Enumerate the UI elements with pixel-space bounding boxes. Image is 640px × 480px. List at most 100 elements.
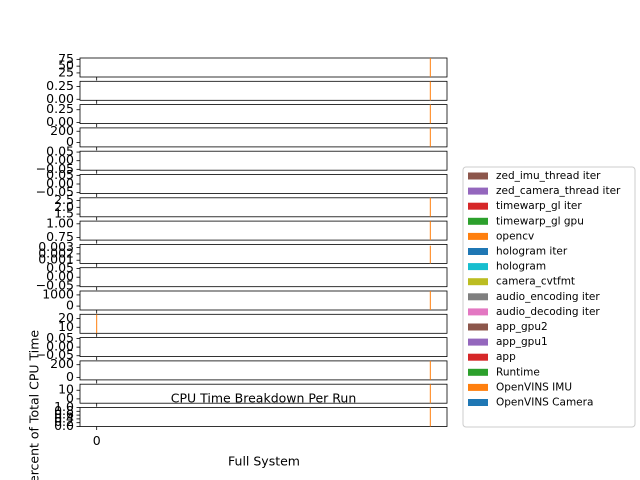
bar: [96, 314, 98, 334]
legend-label: app: [496, 351, 516, 363]
subplot: 0.00.20.40.60.81.0 0: [54, 399, 448, 448]
y-tick-label: 0.8: [54, 403, 74, 418]
bar: [429, 58, 431, 77]
y-tick-label: 0.0: [54, 418, 74, 433]
x-tick-label: 0: [93, 433, 101, 448]
chart-title: CPU Time Breakdown Per Run: [171, 391, 357, 406]
legend-label: Runtime: [496, 366, 540, 378]
y-tick-label: −0.05: [36, 184, 74, 199]
legend-label: OpenVINS IMU: [496, 381, 572, 393]
x-axis-label: Full System: [228, 454, 300, 469]
bar: [429, 127, 431, 147]
y-tick-label: 1.00: [46, 215, 74, 230]
y-tick-label: 0.05: [46, 260, 74, 275]
y-tick-label: 10: [58, 319, 74, 334]
y-tick-label: 20: [58, 310, 74, 325]
y-tick-label: 0.25: [46, 78, 74, 93]
axes-frame: [79, 360, 448, 381]
legend-label: timewarp_gl gpu: [496, 215, 584, 227]
y-tick-label: 10: [58, 382, 74, 397]
axes-frame: [79, 290, 448, 311]
y-tick-label: 25: [58, 64, 74, 79]
y-tick-label: 0: [66, 298, 74, 313]
y-tick-label: −0.05: [36, 277, 74, 292]
y-tick-label: 0.003: [38, 239, 74, 254]
subplot: −0.050.000.05: [36, 167, 448, 199]
bar: [429, 360, 431, 380]
axes-frame: [79, 407, 448, 427]
legend-swatch: [468, 383, 488, 391]
subplot: −0.050.000.05: [36, 260, 448, 292]
y-tick-label: 0.00: [46, 91, 74, 106]
y-tick-label: −0.05: [36, 161, 74, 176]
y-tick-label: 0.4: [54, 410, 74, 425]
axes-frame: [79, 174, 448, 194]
legend-swatch: [468, 308, 488, 316]
axes-frame: [79, 80, 448, 101]
legend-label: hologram iter: [496, 246, 568, 258]
axes-frame: [79, 313, 448, 334]
legend-label: OpenVINS Camera: [496, 397, 593, 409]
axes-frame: [79, 150, 448, 171]
legend-label: audio_decoding iter: [496, 306, 600, 318]
legend-swatch: [468, 202, 488, 210]
y-tick-label: 0.00: [46, 152, 74, 167]
bar: [429, 384, 431, 404]
legend-label: audio_encoding iter: [496, 291, 600, 303]
bar: [429, 291, 431, 310]
y-tick-label: 0.002: [38, 245, 74, 260]
y-tick-label: −0.05: [36, 347, 74, 362]
legend-label: zed_imu_thread iter: [496, 170, 601, 182]
legend-swatch: [468, 263, 488, 271]
y-tick-label: 0: [66, 369, 74, 384]
y-tick-label: 2.0: [54, 199, 74, 214]
subplot: 1.52.02.5: [54, 192, 448, 221]
y-tick-label: 0.2: [54, 414, 74, 429]
axes-frame: [79, 220, 448, 241]
legend-box: [462, 166, 636, 428]
axes-frame: [79, 104, 448, 124]
legend-swatch: [468, 293, 488, 301]
bar: [429, 221, 431, 241]
y-tick-label: 0: [66, 134, 74, 149]
legend-swatch: [468, 338, 488, 346]
subplot: −0.050.000.05: [36, 330, 448, 362]
legend-swatch: [468, 187, 488, 195]
legend-label: camera_cvtfmt: [496, 276, 575, 288]
axes-frame: [79, 267, 448, 288]
y-tick-label: 1.0: [54, 399, 74, 414]
axes-frame: [79, 337, 448, 358]
bar: [429, 81, 431, 101]
y-tick-label: 75: [58, 51, 74, 66]
y-tick-label: 0.00: [46, 269, 74, 284]
y-tick-label: 1000: [42, 286, 74, 301]
y-tick-label: 200: [50, 123, 74, 138]
y-axis-label: Percent of Total CPU Time: [27, 330, 42, 480]
axes-frame: [79, 127, 448, 148]
bar: [429, 245, 431, 264]
legend-label: hologram: [496, 261, 546, 273]
legend-swatch: [468, 172, 488, 180]
y-tick-label: 0.00: [46, 339, 74, 354]
y-tick-label: 0.00: [46, 114, 74, 129]
y-tick-label: 0.75: [46, 229, 74, 244]
legend-label: opencv: [496, 230, 534, 242]
legend-label: app_gpu1: [496, 336, 548, 348]
axes-frame: [79, 197, 448, 218]
subplot: 0.751.00: [46, 215, 448, 244]
legend-label: app_gpu2: [496, 321, 548, 333]
y-tick-label: 1.5: [54, 206, 74, 221]
subplot: −0.050.000.05: [36, 144, 448, 176]
y-tick-label: 2.5: [54, 192, 74, 207]
y-tick-label: 0.6: [54, 407, 74, 422]
subplot: 0.000.25: [46, 101, 448, 129]
legend-swatch: [468, 368, 488, 376]
bar: [429, 407, 431, 427]
bar: [429, 197, 431, 217]
axes-frame: [79, 383, 448, 404]
